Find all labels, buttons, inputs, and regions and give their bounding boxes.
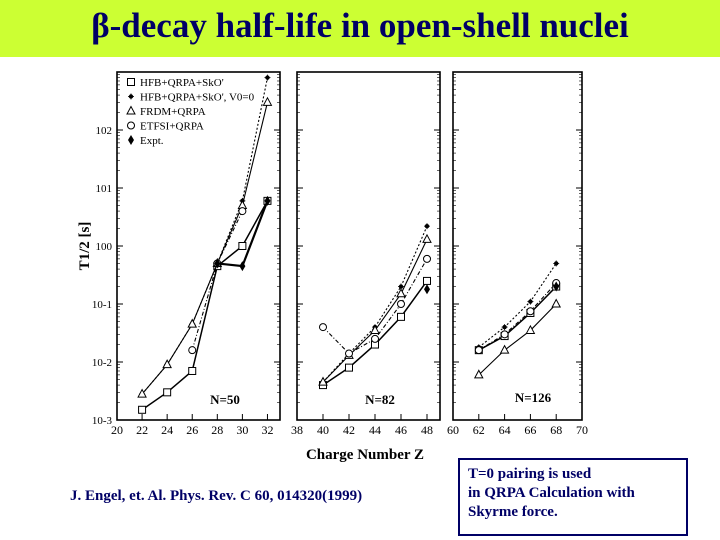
series-line-square bbox=[141, 200, 269, 411]
legend-label: HFB+QRPA+SkO' bbox=[140, 77, 224, 89]
x-tick-label: 24 bbox=[161, 423, 173, 437]
x-axis-label: Charge Number Z bbox=[306, 447, 424, 463]
data-point-star bbox=[501, 324, 508, 331]
data-point-triangle bbox=[525, 324, 536, 334]
legend-label: FRDM+QRPA bbox=[140, 106, 206, 118]
note-line: T=0 pairing is used bbox=[468, 466, 592, 482]
x-tick-label: 38 bbox=[291, 423, 303, 437]
data-point-triangle bbox=[551, 298, 562, 308]
y-tick-label: 102 bbox=[96, 125, 113, 137]
legend-label: ETFSI+QRPA bbox=[140, 121, 204, 133]
series-line-circle bbox=[191, 210, 243, 351]
data-point-triangle bbox=[262, 96, 273, 106]
data-point-square bbox=[345, 363, 353, 372]
data-point-diamond bbox=[553, 281, 560, 292]
data-point-diamond bbox=[424, 284, 430, 295]
data-point-circle bbox=[474, 346, 483, 355]
x-tick-label: 66 bbox=[524, 423, 536, 437]
data-point-triangle bbox=[187, 318, 198, 328]
series-line-star bbox=[478, 263, 557, 348]
data-point-triangle bbox=[162, 359, 172, 369]
slide-title: β-decay half-life in open-shell nuclei bbox=[91, 6, 629, 45]
series-line-square bbox=[478, 286, 557, 351]
x-tick-label: 22 bbox=[136, 423, 148, 437]
data-point-square bbox=[397, 312, 405, 321]
data-point-triangle bbox=[473, 369, 484, 379]
panel-label: N=82 bbox=[365, 392, 395, 407]
x-tick-label: 62 bbox=[473, 423, 485, 437]
legend-marker-circle bbox=[127, 121, 135, 130]
data-point-diamond bbox=[264, 195, 271, 206]
series-line-triangle bbox=[322, 239, 428, 383]
data-point-square bbox=[423, 276, 431, 285]
data-point-star bbox=[553, 260, 560, 267]
panel-label: N=126 bbox=[515, 390, 552, 405]
series-line-triangle bbox=[141, 102, 268, 395]
citation: J. Engel, et. Al. Phys. Rev. C 60, 01432… bbox=[70, 488, 363, 504]
series-line-circle bbox=[478, 282, 557, 351]
data-point-square bbox=[163, 388, 172, 397]
data-point-triangle bbox=[318, 376, 328, 386]
note-box: T=0 pairing is used in QRPA Calculation … bbox=[458, 458, 688, 536]
data-point-square bbox=[188, 366, 197, 375]
note-line: Skyrme force. bbox=[468, 504, 558, 520]
data-point-triangle bbox=[370, 324, 380, 334]
x-tick-label: 20 bbox=[111, 423, 123, 437]
legend-marker-diamond bbox=[128, 135, 134, 145]
x-tick-label: 64 bbox=[499, 423, 511, 437]
y-tick-label: 101 bbox=[96, 183, 113, 195]
x-tick-label: 32 bbox=[261, 423, 273, 437]
data-point-circle bbox=[238, 207, 247, 216]
legend-marker-triangle bbox=[126, 105, 136, 115]
x-tick-label: 70 bbox=[576, 423, 588, 437]
data-point-circle bbox=[371, 334, 379, 343]
legend-label: Expt. bbox=[140, 135, 164, 147]
data-point-diamond bbox=[239, 261, 246, 272]
series-line-triangle bbox=[478, 303, 557, 376]
data-point-square bbox=[138, 405, 147, 414]
legend-marker-star bbox=[128, 93, 134, 100]
data-point-triangle bbox=[422, 233, 432, 243]
data-point-circle bbox=[526, 307, 535, 316]
note-line: in QRPA Calculation with bbox=[468, 485, 635, 501]
x-tick-label: 26 bbox=[186, 423, 198, 437]
data-point-circle bbox=[319, 323, 327, 332]
y-tick-label: 10-3 bbox=[92, 415, 113, 427]
data-point-circle bbox=[397, 300, 405, 308]
data-point-triangle bbox=[499, 344, 510, 354]
data-point-star bbox=[424, 223, 430, 230]
title-bar bbox=[0, 0, 720, 57]
panel-label: N=50 bbox=[210, 392, 240, 407]
series-line-star bbox=[322, 225, 428, 383]
y-tick-label: 10-1 bbox=[92, 299, 112, 311]
x-tick-label: 60 bbox=[447, 423, 459, 437]
y-tick-label: 100 bbox=[96, 241, 113, 253]
data-point-circle bbox=[188, 346, 197, 355]
x-tick-label: 44 bbox=[369, 423, 381, 437]
x-tick-label: 40 bbox=[317, 423, 329, 437]
data-point-square bbox=[238, 242, 247, 250]
x-tick-label: 68 bbox=[550, 423, 562, 437]
y-axis-label: T1/2 [s] bbox=[77, 222, 93, 271]
data-point-triangle bbox=[137, 388, 147, 398]
x-tick-label: 30 bbox=[236, 423, 248, 437]
x-tick-label: 42 bbox=[343, 423, 355, 437]
y-tick-label: 10-2 bbox=[92, 357, 112, 369]
data-point-diamond bbox=[214, 258, 221, 269]
data-point-circle bbox=[345, 349, 353, 358]
legend-marker-square bbox=[127, 78, 135, 86]
data-point-star bbox=[264, 74, 271, 81]
x-tick-label: 48 bbox=[421, 423, 433, 437]
x-tick-label: 28 bbox=[211, 423, 223, 437]
half-life-chart: T1/2 [s] 10-3 10-2 10-1 100 101 102 20 22 24 26 28 3… bbox=[77, 71, 588, 463]
x-tick-label: 46 bbox=[395, 423, 407, 437]
data-point-circle bbox=[500, 330, 509, 339]
panel-frame bbox=[452, 71, 583, 421]
legend-label: HFB+QRPA+SkO', V0=0 bbox=[140, 92, 255, 104]
data-point-triangle bbox=[396, 288, 406, 298]
data-point-star bbox=[527, 298, 534, 305]
data-point-circle bbox=[423, 254, 431, 263]
